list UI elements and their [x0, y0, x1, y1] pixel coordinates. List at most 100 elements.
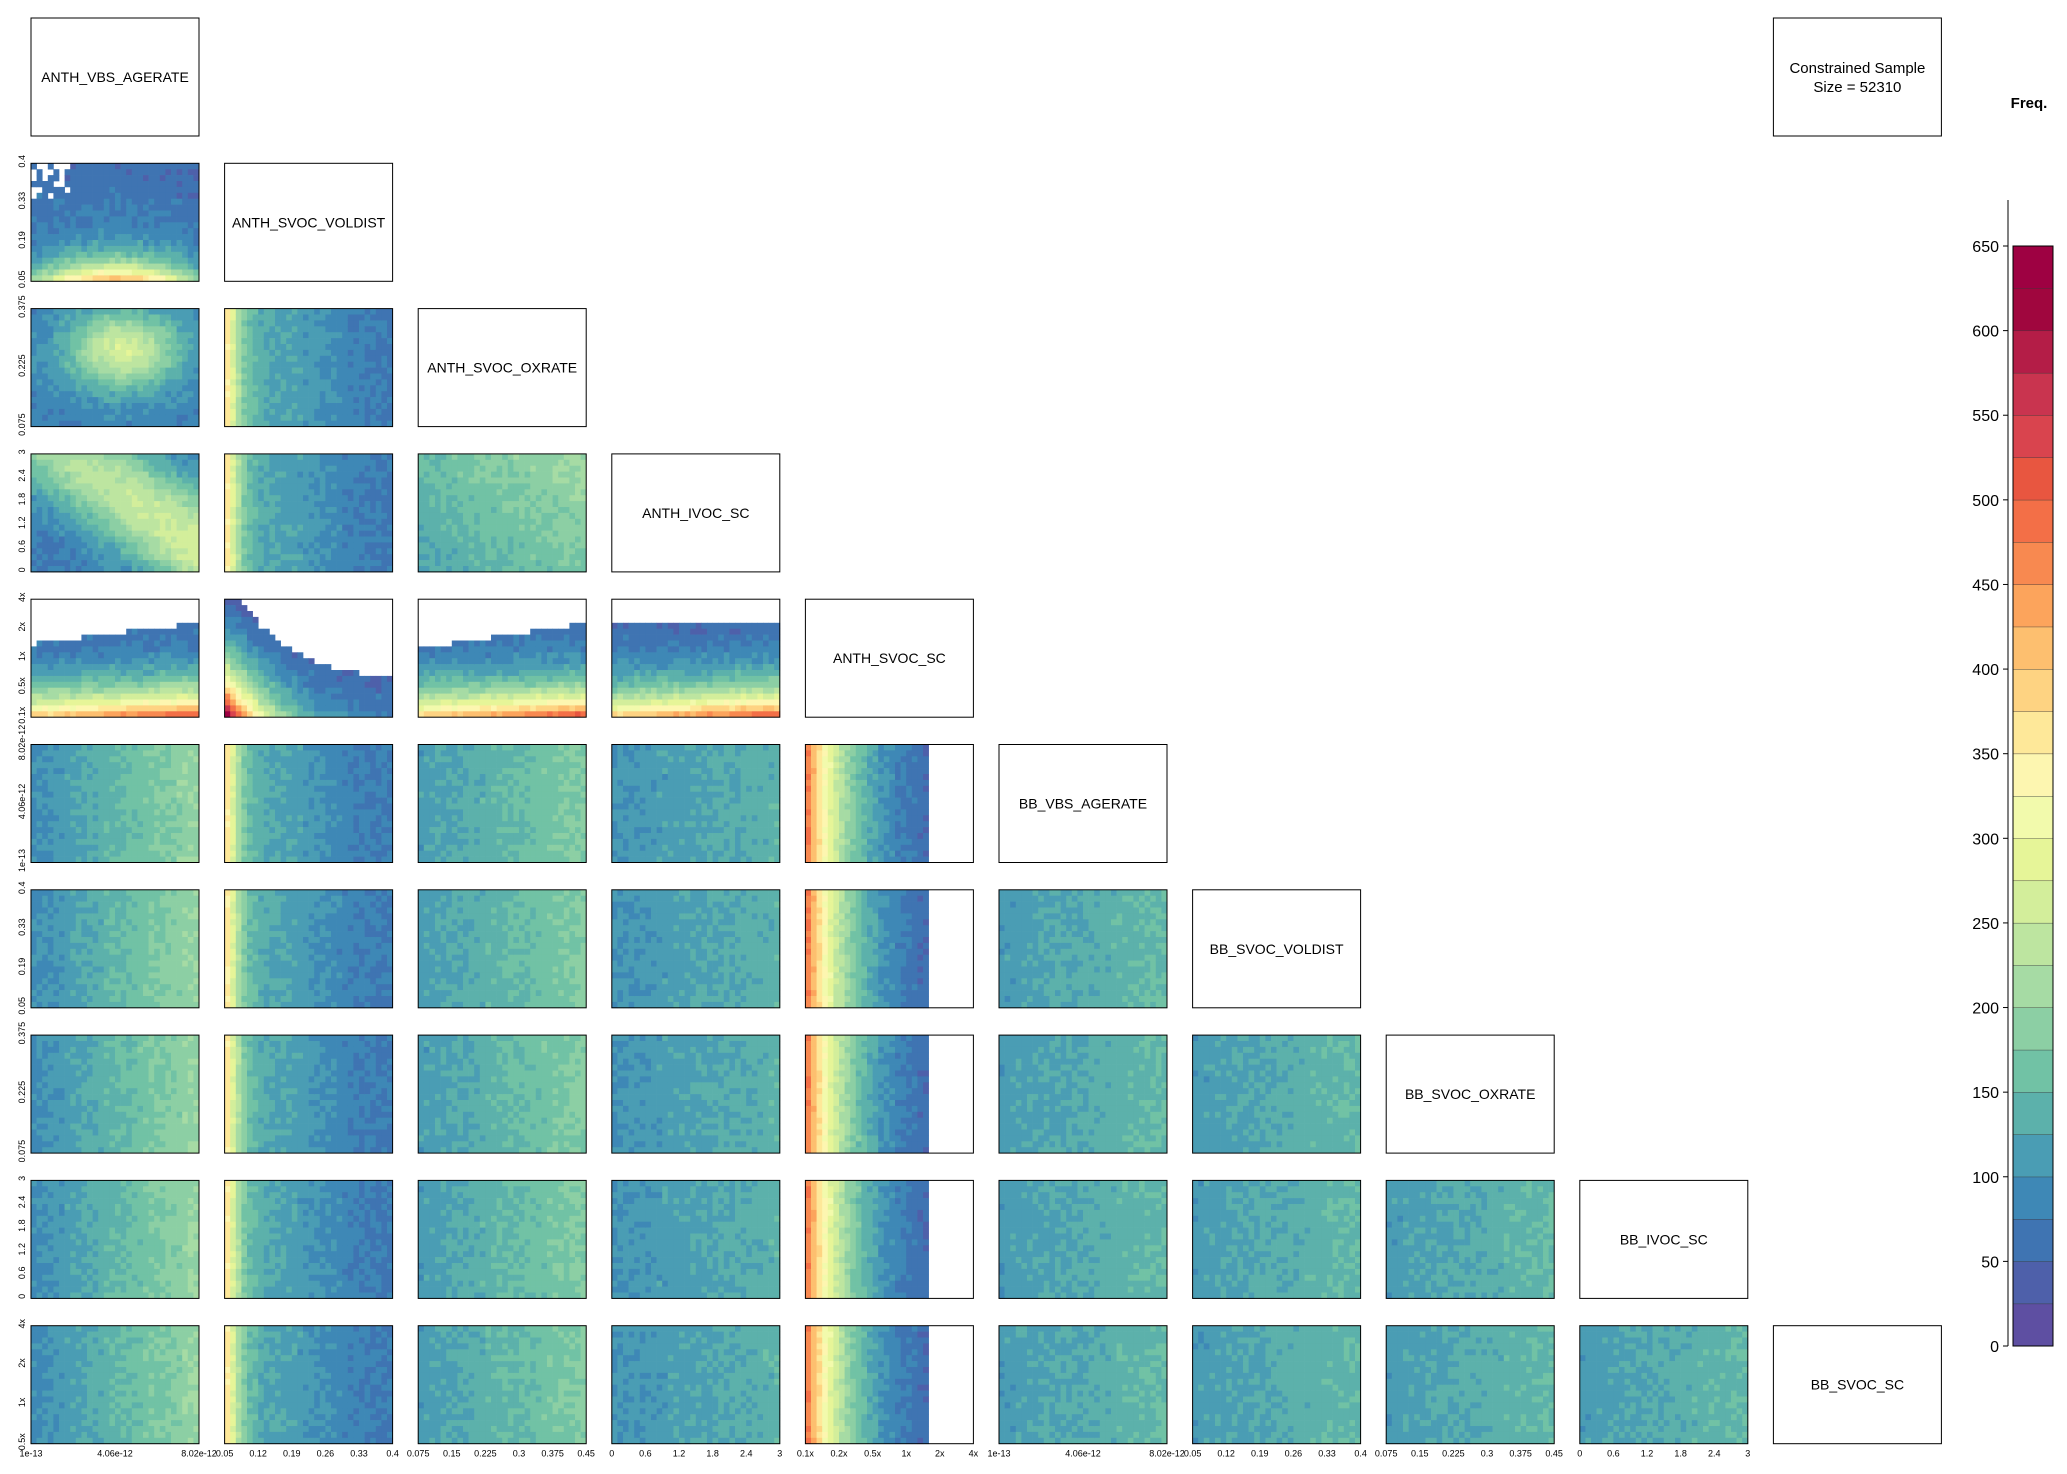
density-cell [353, 489, 359, 495]
density-cell [547, 501, 553, 507]
density-cell [645, 705, 651, 711]
density-cell [93, 670, 99, 676]
density-cell [121, 356, 127, 362]
density-cell [81, 415, 87, 421]
density-cell [441, 566, 447, 572]
density-cell [474, 705, 480, 711]
density-cell [558, 566, 564, 572]
density-cell [81, 537, 87, 543]
density-cell [297, 338, 303, 344]
density-cell [143, 537, 149, 543]
density-cell [491, 676, 497, 682]
density-cell [171, 163, 177, 169]
density-cell [485, 566, 491, 572]
density-cell [137, 181, 143, 187]
density-cell [429, 652, 435, 658]
density-cell [65, 169, 71, 175]
density-cell [337, 362, 343, 368]
density-cell [137, 240, 143, 246]
density-cell [225, 472, 231, 478]
density-cell [81, 711, 87, 717]
density-cell [132, 472, 138, 478]
density-cell [314, 525, 320, 531]
density-cell [247, 635, 253, 641]
density-cell [275, 700, 281, 706]
density-cell [519, 652, 525, 658]
density-cell [37, 409, 43, 415]
density-cell [154, 566, 160, 572]
density-cell [657, 705, 663, 711]
density-cell [569, 519, 575, 525]
density-cell [513, 566, 519, 572]
density-cell [132, 169, 138, 175]
density-cell [365, 560, 371, 566]
density-cell [457, 460, 463, 466]
density-cell [359, 338, 365, 344]
density-cell [87, 694, 93, 700]
density-cell [37, 670, 43, 676]
density-cell [359, 397, 365, 403]
density-cell [469, 682, 475, 688]
density-cell [452, 542, 458, 548]
density-cell [348, 403, 354, 409]
density-cell [126, 421, 132, 427]
density-cell [281, 664, 287, 670]
density-cell [553, 460, 559, 466]
density-cell [651, 682, 657, 688]
density-cell [634, 705, 640, 711]
density-cell [98, 315, 104, 321]
density-cell [381, 537, 387, 543]
density-cell [376, 315, 382, 321]
density-cell [115, 478, 121, 484]
density-cell [480, 489, 486, 495]
density-cell [98, 222, 104, 228]
density-cell [525, 646, 531, 652]
density-cell [81, 652, 87, 658]
density-cell [485, 525, 491, 531]
density-cell [98, 641, 104, 647]
density-cell [225, 566, 231, 572]
density-cell [480, 537, 486, 543]
density-cell [253, 309, 259, 315]
density-cell [297, 652, 303, 658]
density-cell [429, 566, 435, 572]
density-cell [480, 472, 486, 478]
density-cell [53, 403, 59, 409]
density-cell [177, 641, 183, 647]
density-cell [320, 403, 326, 409]
density-cell [541, 658, 547, 664]
density-cell [93, 326, 99, 332]
density-cell [617, 694, 623, 700]
density-cell [253, 362, 259, 368]
density-cell [508, 560, 514, 566]
density-cell [121, 705, 127, 711]
density-cell [48, 676, 54, 682]
density-cell [126, 315, 132, 321]
density-cell [281, 309, 287, 315]
density-cell [182, 525, 188, 531]
density-cell [269, 344, 275, 350]
density-cell [31, 507, 37, 513]
density-cell [581, 682, 587, 688]
density-cell [297, 315, 303, 321]
density-cell [359, 344, 365, 350]
density-cell [177, 629, 183, 635]
density-cell [497, 531, 503, 537]
density-cell [429, 542, 435, 548]
density-cell [53, 554, 59, 560]
density-cell [441, 501, 447, 507]
density-cell [48, 454, 54, 460]
density-cell [581, 542, 587, 548]
density-cell [247, 379, 253, 385]
density-cell [269, 501, 275, 507]
density-cell [115, 326, 121, 332]
density-cell [165, 338, 171, 344]
density-cell [370, 694, 376, 700]
density-cell [171, 483, 177, 489]
density-cell [109, 670, 115, 676]
density-cell [98, 501, 104, 507]
density-cell [143, 216, 149, 222]
density-cell [59, 320, 65, 326]
density-cell [31, 670, 37, 676]
density-cell [182, 344, 188, 350]
